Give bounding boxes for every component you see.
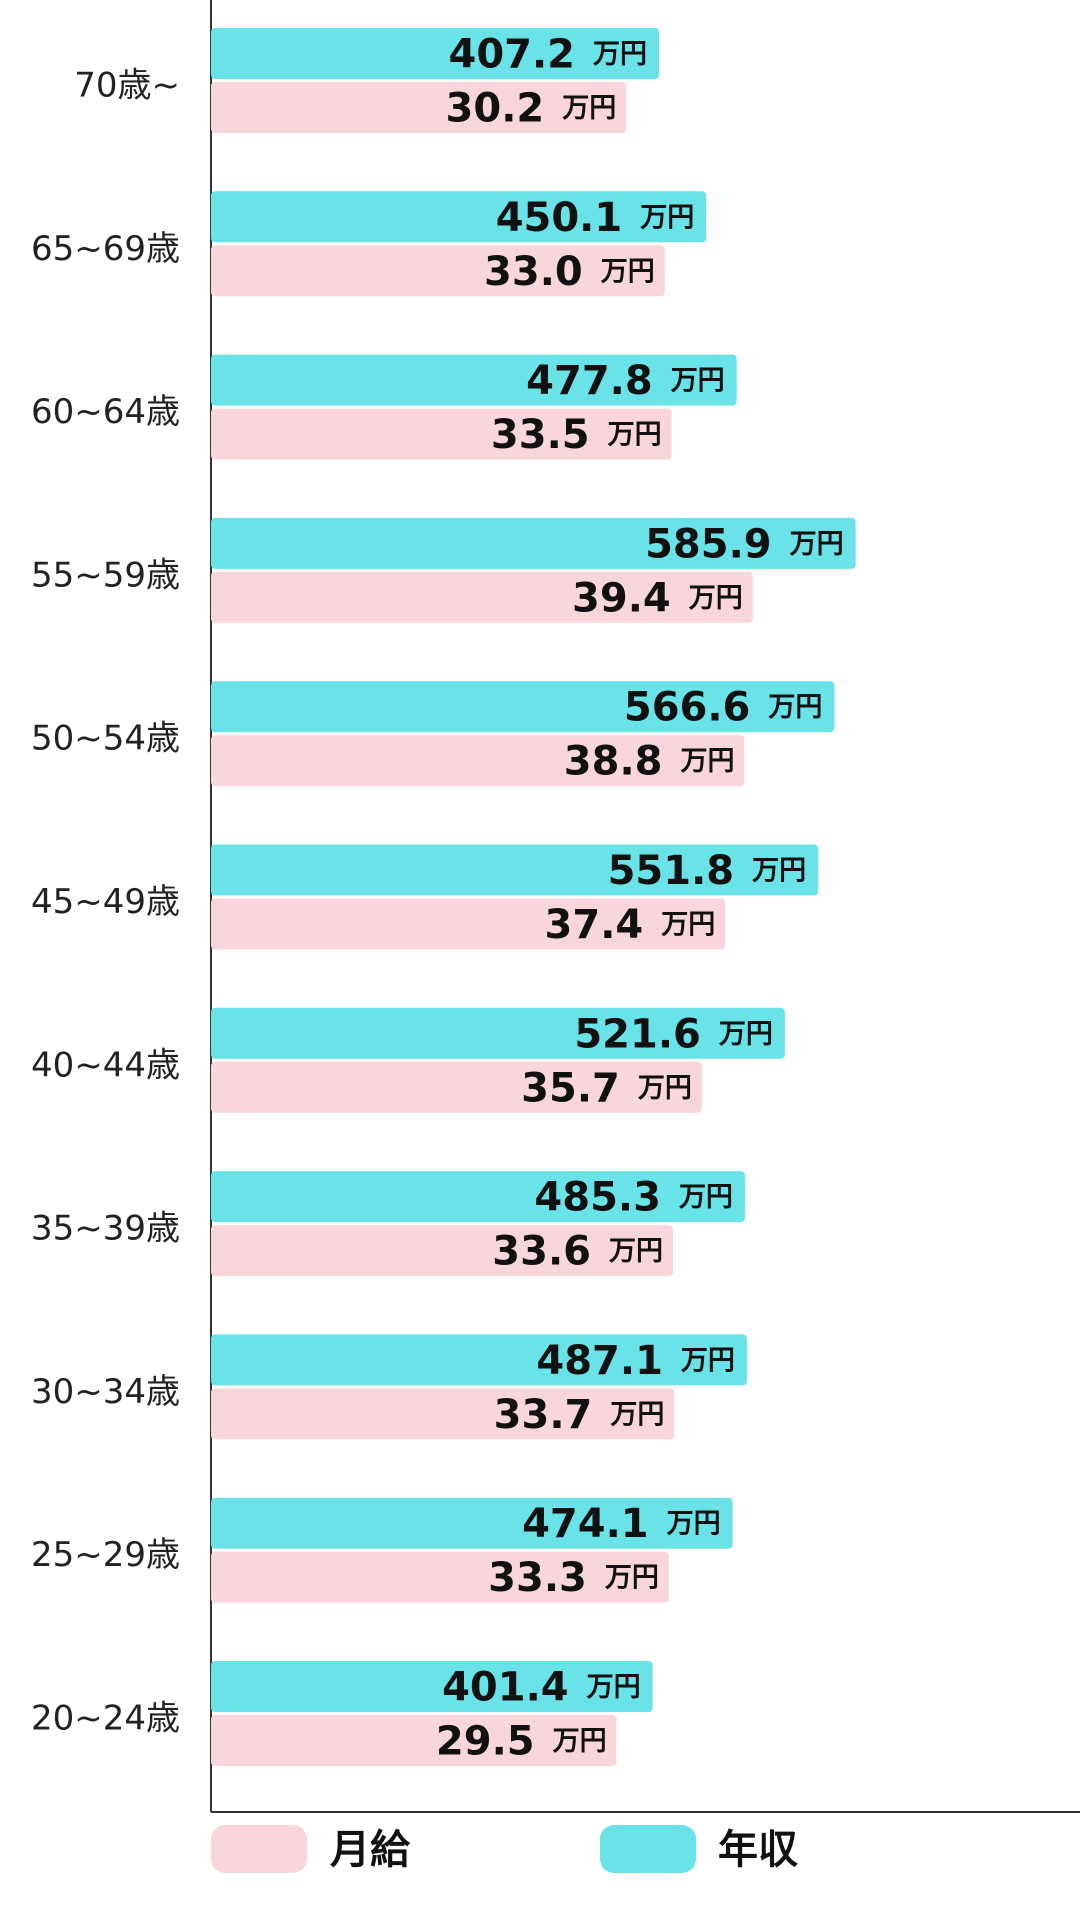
data-label-unit: 万円 [609,1236,663,1267]
data-label-unit: 万円 [681,1345,735,1376]
data-label-monthly: 39.4 [572,575,671,621]
data-label-monthly: 35.7 [521,1065,620,1111]
category-label: 50~54歳 [31,719,180,759]
data-label-monthly: 33.0 [484,249,583,295]
data-label-unit: 万円 [679,1182,733,1213]
bar-annual [211,1334,747,1386]
legend-label-annual: 年収 [718,1827,798,1873]
bar-annual [211,28,660,79]
data-label-unit: 万円 [752,856,806,887]
bar-annual [211,844,819,896]
category-label: 65~69歳 [31,229,180,269]
data-label-unit: 万円 [638,1073,692,1104]
data-label-unit: 万円 [790,529,844,560]
data-label-unit: 万円 [640,202,694,233]
category-label: 55~59歳 [31,555,180,595]
category-label: 30~34歳 [31,1372,180,1412]
data-label-monthly: 33.7 [494,1392,593,1438]
data-label-annual: 477.8 [526,358,653,404]
bar-monthly [211,1388,675,1440]
category-label: 35~39歳 [31,1209,180,1249]
data-label-unit: 万円 [562,93,616,124]
data-label-unit: 万円 [681,746,735,777]
data-label-annual: 407.2 [448,32,575,78]
legend-swatch-annual [600,1825,696,1873]
legend-swatch-monthly [211,1825,307,1873]
legend-label-monthly: 月給 [330,1827,411,1873]
data-label-monthly: 30.2 [446,86,545,132]
data-label-unit: 万円 [553,1726,607,1757]
category-label: 60~64歳 [31,392,180,432]
bar-annual [211,354,737,406]
data-label-unit: 万円 [610,1399,664,1430]
data-label-monthly: 33.3 [488,1555,587,1601]
data-label-annual: 585.9 [645,521,772,567]
category-label: 45~49歳 [31,882,180,922]
category-label: 25~29歳 [31,1535,180,1575]
data-label-unit: 万円 [593,39,647,70]
bar-annual [211,1497,733,1549]
data-label-unit: 万円 [587,1672,641,1703]
bar-annual [211,681,835,733]
bar-annual [211,1171,745,1223]
bar-monthly [211,1715,617,1766]
data-label-unit: 万円 [661,910,715,941]
data-label-unit: 万円 [608,420,662,451]
bar-monthly [211,571,753,623]
category-label: 20~24歳 [31,1699,180,1739]
data-label-monthly: 29.5 [436,1719,535,1765]
data-label-annual: 450.1 [496,195,623,241]
data-label-monthly: 33.5 [491,412,590,458]
bar-annual [211,1007,785,1059]
data-label-annual: 474.1 [522,1501,649,1547]
data-label-unit: 万円 [671,366,725,397]
data-label-unit: 万円 [601,256,655,287]
data-label-unit: 万円 [719,1019,773,1050]
data-label-annual: 566.6 [624,685,751,731]
bar-annual [211,517,856,569]
data-label-monthly: 33.6 [492,1229,591,1275]
bar-monthly [211,1551,669,1603]
category-label: 40~44歳 [31,1045,180,1085]
data-label-annual: 521.6 [574,1011,701,1057]
bar-monthly [211,1225,673,1277]
data-label-unit: 万円 [667,1509,721,1540]
category-label: 70歳~ [74,66,180,106]
bar-annual [211,1661,653,1712]
bar-monthly [211,82,627,133]
bar-annual [211,191,707,243]
bar-monthly [211,898,726,950]
data-label-annual: 485.3 [534,1175,661,1221]
bar-monthly [211,408,672,460]
data-label-unit: 万円 [689,583,743,614]
bar-monthly [211,1061,702,1113]
data-label-unit: 万円 [605,1563,659,1594]
data-label-annual: 487.1 [536,1338,663,1384]
bar-monthly [211,735,745,787]
data-label-monthly: 38.8 [564,739,663,785]
data-label-annual: 551.8 [608,848,735,894]
data-label-unit: 万円 [768,692,822,723]
bar-monthly [211,245,665,297]
data-label-monthly: 37.4 [545,902,644,948]
data-label-annual: 401.4 [442,1665,569,1711]
